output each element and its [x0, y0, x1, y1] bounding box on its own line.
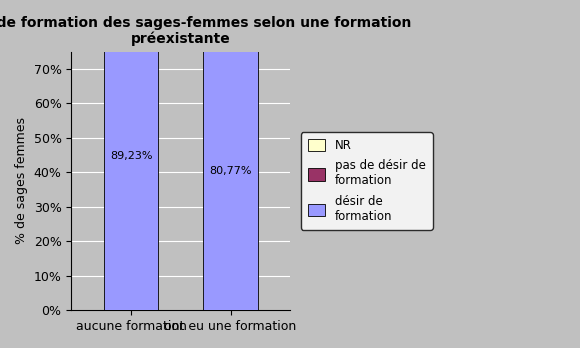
Text: 80,77%: 80,77% [209, 166, 252, 176]
Y-axis label: % de sages femmes: % de sages femmes [15, 118, 28, 244]
Bar [104, 2, 158, 310]
Text: 89,23%: 89,23% [110, 151, 153, 161]
Bar [203, 0, 258, 32]
Legend: NR, pas de désir de
formation, désir de
formation: NR, pas de désir de formation, désir de … [300, 132, 433, 230]
Bar [104, 0, 158, 2]
Bar [203, 32, 258, 310]
Title: Désir de formation des sages-femmes selon une formation
préexistante: Désir de formation des sages-femmes selo… [0, 15, 411, 46]
